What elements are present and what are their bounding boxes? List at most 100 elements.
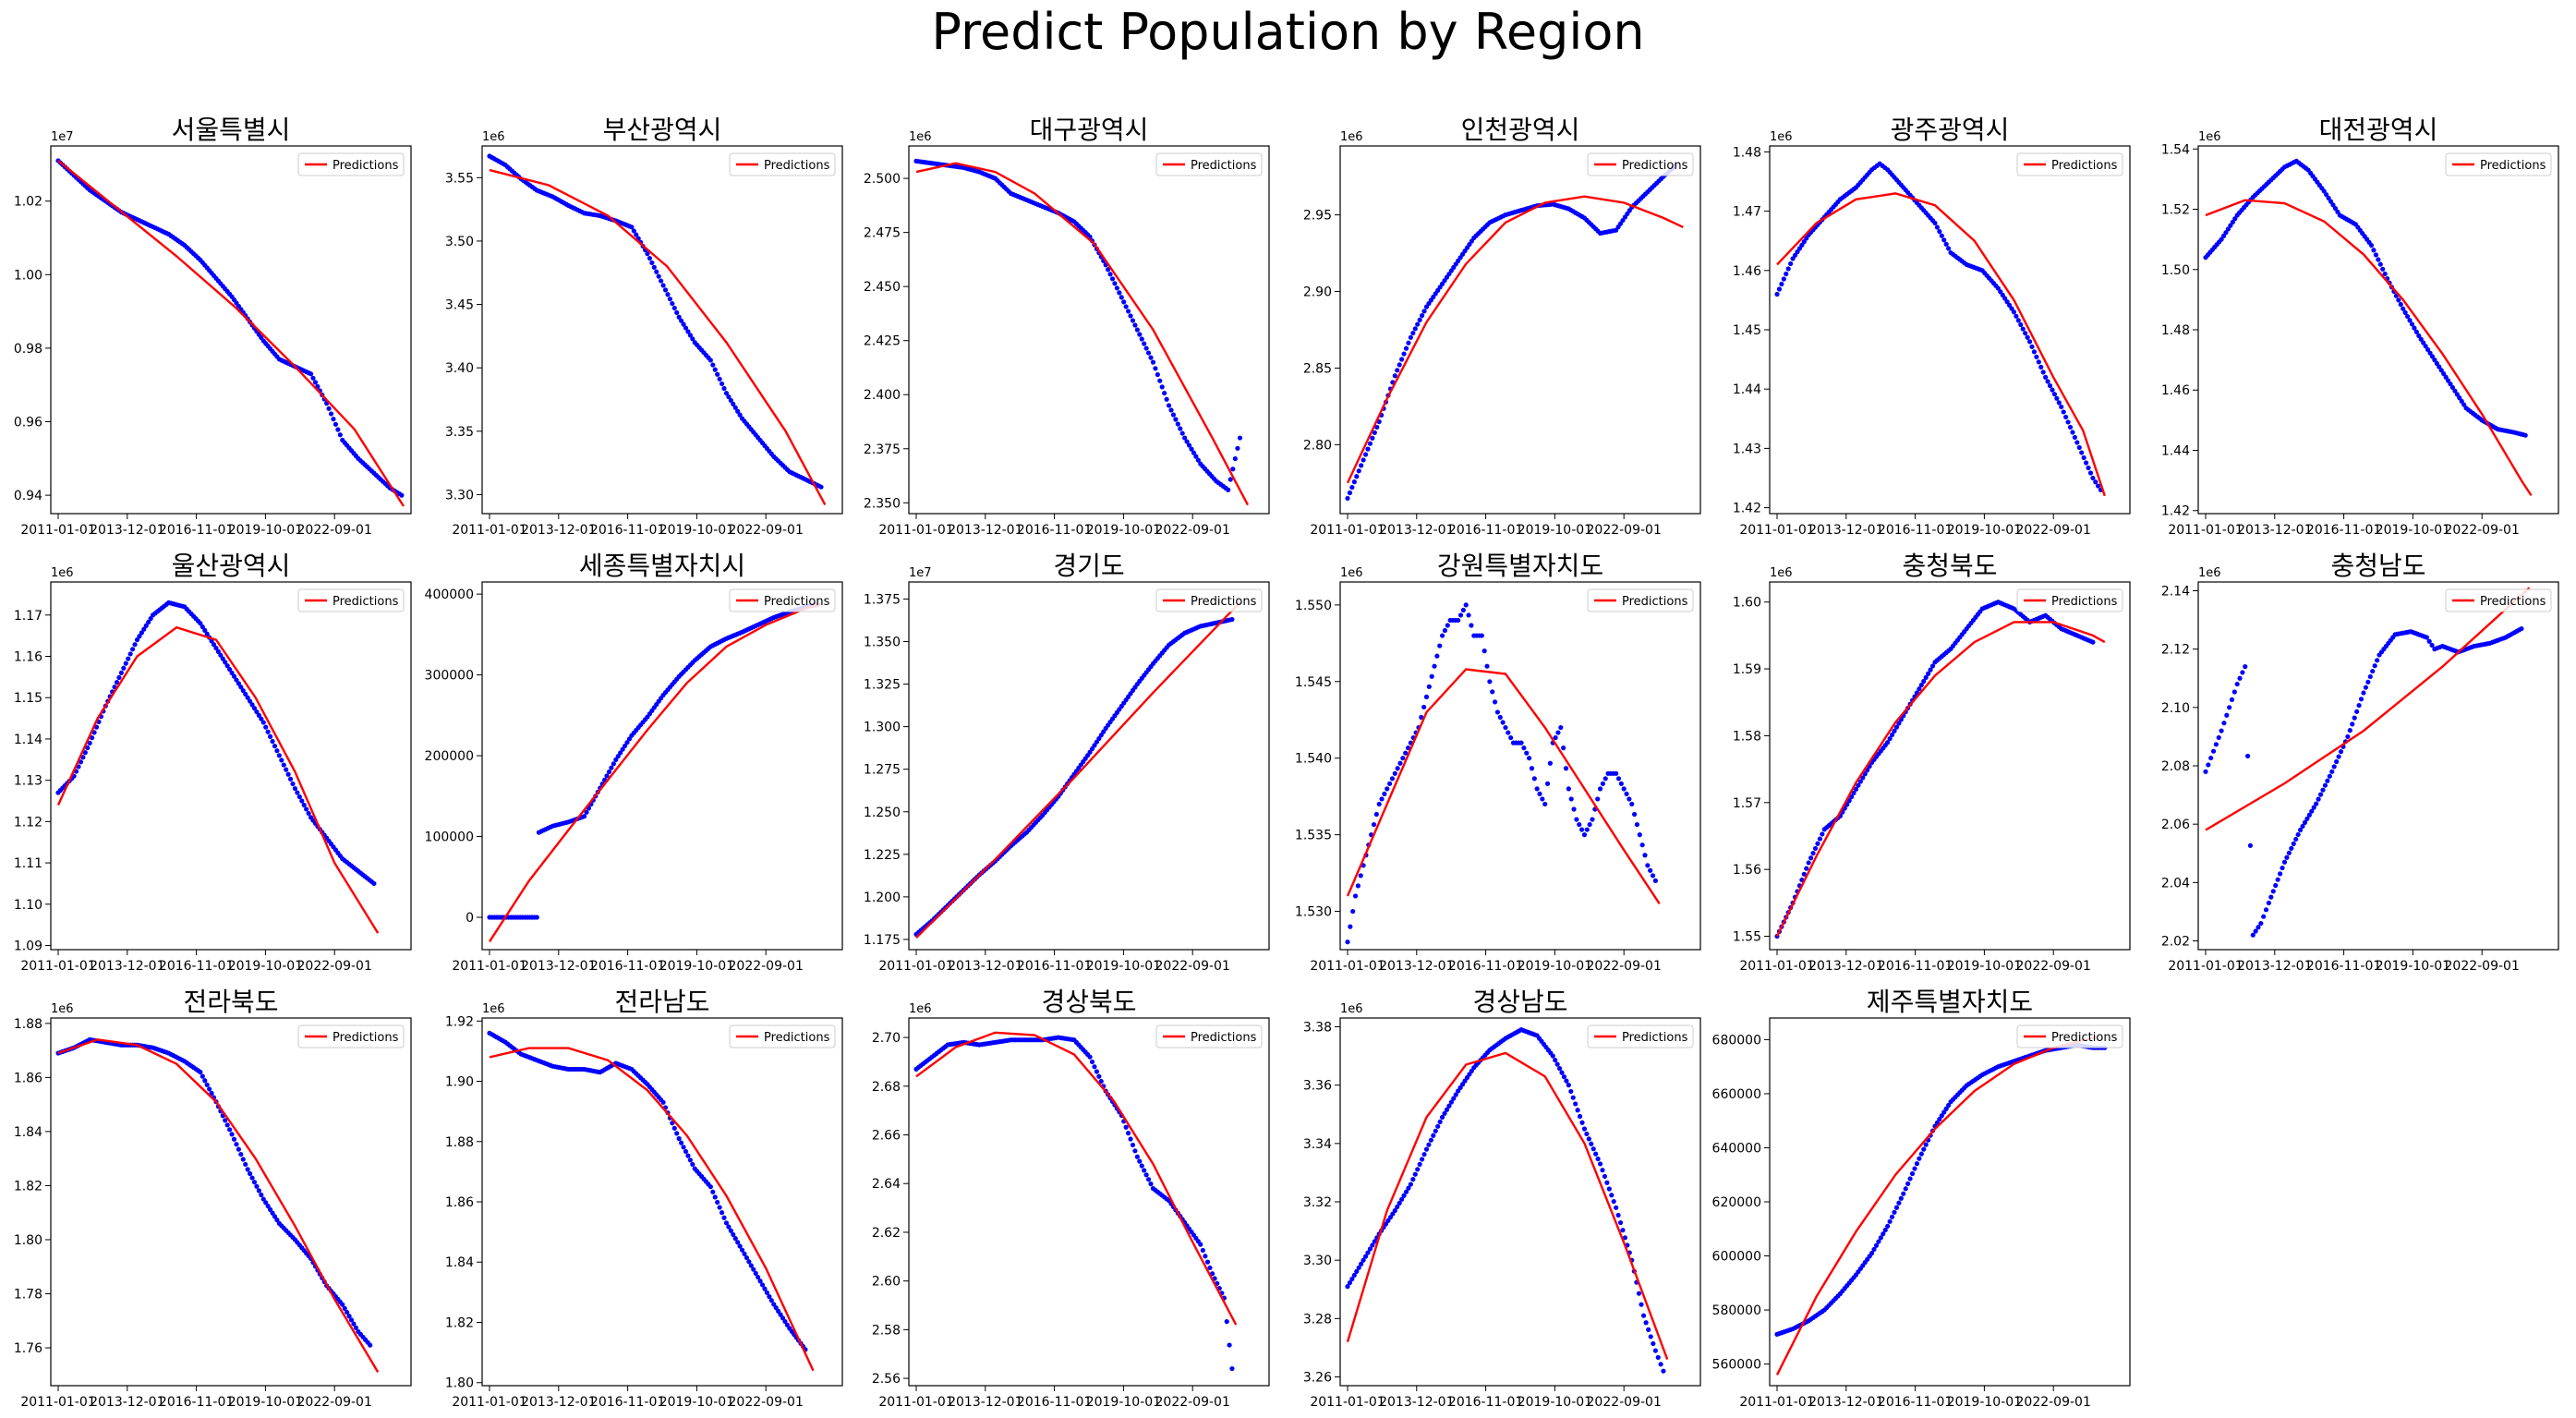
data-point bbox=[665, 292, 671, 297]
axes-frame bbox=[2197, 581, 2559, 951]
y-tick-label: 3.34 bbox=[1303, 1137, 1332, 1152]
data-point bbox=[1349, 1276, 1355, 1282]
data-point bbox=[690, 336, 695, 342]
y-tick-label: 200000 bbox=[425, 749, 474, 764]
data-point bbox=[1651, 1340, 1656, 1347]
data-point bbox=[2429, 354, 2436, 359]
data-point bbox=[1112, 281, 1118, 286]
data-point bbox=[1421, 1151, 1427, 1157]
data-point bbox=[2072, 434, 2078, 441]
data-point bbox=[141, 626, 147, 632]
data-point bbox=[1142, 1168, 1147, 1173]
legend: Predictions bbox=[729, 588, 836, 612]
data-point bbox=[2087, 470, 2094, 476]
data-point bbox=[1370, 1242, 1375, 1248]
data-point bbox=[1395, 1204, 1400, 1210]
legend-box bbox=[2016, 152, 2123, 176]
data-point bbox=[2335, 209, 2340, 214]
x-tick-label: 2019-10-01 bbox=[1086, 959, 1161, 974]
x-tick-label: 2011-01-01 bbox=[452, 523, 526, 538]
data-point bbox=[1624, 791, 1629, 797]
data-point bbox=[1634, 821, 1640, 828]
data-point bbox=[1611, 1198, 1616, 1205]
y-tick-label: 2.14 bbox=[2161, 584, 2190, 599]
data-point bbox=[2231, 689, 2237, 695]
data-point bbox=[2382, 271, 2388, 277]
data-point bbox=[399, 492, 405, 498]
subplot-8: 세종특별자치시 2011-01-012013-12-012016-11-01201… bbox=[425, 551, 843, 974]
subplot-15: 경상북도 1e6 2011-01-012013-12-012016-11-01201… bbox=[872, 987, 1270, 1410]
data-point bbox=[1998, 289, 2003, 295]
data-point bbox=[2270, 889, 2276, 894]
data-point bbox=[2237, 675, 2243, 681]
data-point bbox=[1399, 1196, 1405, 1202]
legend: Predictions bbox=[1155, 152, 1263, 176]
y-tick-label: 3.28 bbox=[1303, 1312, 1332, 1327]
data-point bbox=[685, 329, 691, 334]
data-point bbox=[732, 405, 738, 410]
data-point bbox=[1917, 686, 1922, 692]
data-point bbox=[670, 1121, 675, 1126]
data-point bbox=[1928, 667, 1933, 673]
data-point bbox=[1130, 1142, 1136, 1148]
data-point bbox=[1227, 1342, 1232, 1348]
data-point bbox=[2407, 318, 2413, 323]
actual-points bbox=[1345, 1027, 1666, 1374]
data-point bbox=[346, 1314, 352, 1319]
data-point bbox=[1371, 821, 1377, 828]
axes-frame bbox=[50, 581, 412, 951]
data-point bbox=[1544, 781, 1551, 786]
data-point bbox=[85, 745, 91, 751]
axis-exponent-label: 1e6 bbox=[909, 130, 932, 144]
y-tick-label: 3.38 bbox=[1303, 1020, 1332, 1035]
data-point bbox=[1226, 487, 1231, 492]
data-point bbox=[1907, 1176, 1913, 1182]
data-point bbox=[87, 740, 92, 746]
y-tick-label: 1.15 bbox=[14, 691, 42, 706]
y-tick-label: 1.78 bbox=[14, 1288, 42, 1303]
data-point bbox=[1456, 617, 1461, 624]
data-point bbox=[1132, 322, 1138, 328]
data-point bbox=[308, 371, 314, 377]
data-point bbox=[2377, 261, 2383, 267]
data-point bbox=[1415, 1167, 1421, 1172]
data-point bbox=[2056, 400, 2062, 406]
data-point bbox=[2261, 914, 2267, 919]
x-tick-label: 2022-09-01 bbox=[1587, 1395, 1662, 1410]
data-point bbox=[200, 1073, 205, 1079]
subplot-16: 경상남도 1e6 2011-01-012013-12-012016-11-01201… bbox=[1303, 987, 1701, 1410]
data-point bbox=[1618, 781, 1624, 786]
data-point bbox=[2096, 483, 2101, 489]
data-point bbox=[723, 1220, 730, 1226]
data-point bbox=[304, 806, 309, 812]
legend-label: Predictions bbox=[2051, 159, 2118, 173]
data-point bbox=[1937, 1116, 1942, 1122]
data-point bbox=[656, 273, 661, 279]
data-point bbox=[1200, 1247, 1205, 1254]
data-point bbox=[726, 1224, 732, 1230]
data-point bbox=[1193, 454, 1199, 459]
data-point bbox=[1820, 831, 1825, 837]
data-point bbox=[1941, 1109, 1947, 1115]
prediction-line bbox=[488, 602, 822, 942]
data-point bbox=[2050, 387, 2055, 393]
data-point bbox=[1374, 424, 1380, 430]
data-point bbox=[1365, 446, 1371, 452]
actual-points bbox=[1345, 163, 1678, 502]
data-point bbox=[1351, 1272, 1357, 1279]
data-point bbox=[340, 1302, 345, 1307]
data-point bbox=[1405, 745, 1411, 751]
data-point bbox=[2266, 900, 2271, 906]
x-tick-label: 2019-10-01 bbox=[1947, 1395, 2022, 1410]
data-point bbox=[1500, 720, 1506, 725]
data-point bbox=[238, 1151, 244, 1157]
data-point bbox=[1460, 607, 1466, 613]
data-point bbox=[1403, 345, 1409, 351]
data-point bbox=[707, 358, 713, 363]
data-point bbox=[1235, 445, 1240, 451]
data-point bbox=[1609, 1193, 1615, 1198]
data-point bbox=[2247, 842, 2254, 848]
data-point bbox=[272, 1214, 278, 1219]
data-point bbox=[1602, 1173, 1608, 1180]
subplot-title: 광주광역시 bbox=[1891, 115, 2010, 145]
